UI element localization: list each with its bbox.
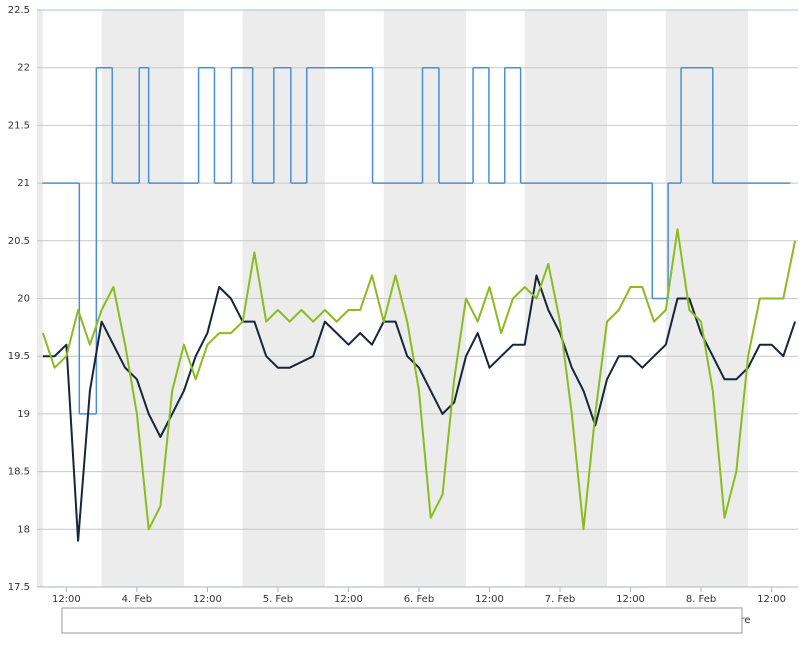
x-tick-label: 5. Feb [263,594,293,605]
y-tick-label: 22.5 [8,5,30,16]
x-tick-label: 12:00 [616,594,645,605]
y-tick-label: 20 [17,294,30,305]
x-tick-label: 8. Feb [686,594,716,605]
y-tick-label: 18 [17,524,30,535]
x-tick-label: 12:00 [334,594,363,605]
x-tick-label: 12:00 [757,594,786,605]
x-tick-label: 12:00 [193,594,222,605]
y-tick-label: 21.5 [8,120,30,131]
y-tick-label: 19.5 [8,351,30,362]
series-line [41,228,797,531]
y-tick-label: 18.5 [8,467,30,478]
y-tick-label: 17.5 [8,582,30,593]
x-tick-label: 12:00 [52,594,81,605]
x-tick-label: 7. Feb [545,594,575,605]
y-tick-label: 22 [17,63,30,74]
legend-box [61,607,743,634]
y-tick-label: 21 [17,178,30,189]
x-tick-label: 4. Feb [122,594,152,605]
y-tick-label: 20.5 [8,236,30,247]
x-tick-label: 6. Feb [404,594,434,605]
y-tick-label: 19 [17,409,30,420]
x-tick-label: 12:00 [475,594,504,605]
